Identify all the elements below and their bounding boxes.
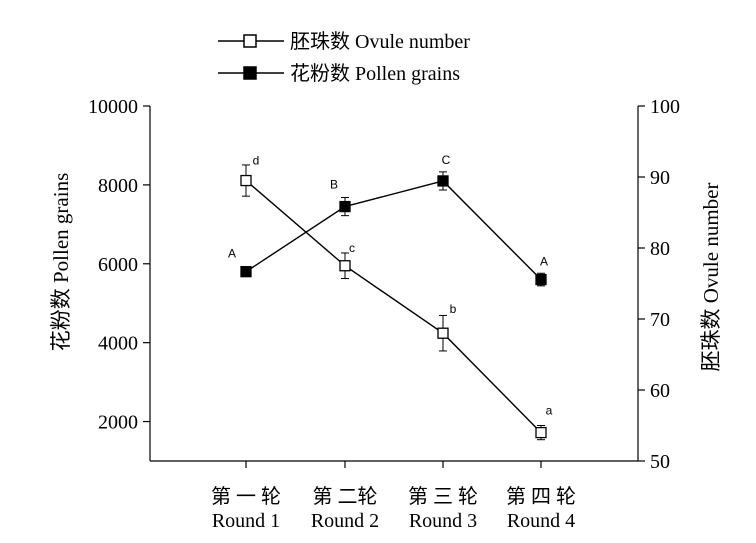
- data-point: [535, 426, 547, 439]
- series-ovule: d c b a: [240, 154, 553, 441]
- left-tick-label: 6000: [98, 254, 138, 276]
- significance-label: B: [330, 178, 338, 192]
- right-tick-label: 70: [650, 309, 670, 331]
- x-tick-label-en: Round 4: [507, 510, 575, 532]
- left-tick-label: 8000: [98, 175, 138, 197]
- legend-marker-filled-square: [243, 66, 257, 80]
- right-axis-ticks: 50 60 70 80 90 100: [638, 96, 680, 473]
- right-tick-label: 90: [650, 167, 670, 189]
- x-tick-label-en: Round 3: [409, 510, 477, 532]
- significance-label: c: [349, 241, 355, 255]
- x-tick-label-cn: 第 二轮: [313, 485, 378, 508]
- data-point: [339, 200, 351, 213]
- series-layer: d c b a A B C A: [228, 153, 553, 441]
- left-axis-title: 花粉数 Pollen grains: [49, 173, 73, 352]
- significance-label: A: [228, 247, 236, 261]
- right-axis-title: 胚珠数 Ovule number: [699, 183, 723, 372]
- data-point: [535, 273, 547, 286]
- significance-label: a: [546, 404, 553, 418]
- legend-entry-pollen: 花粉数 Pollen grains: [218, 62, 460, 85]
- legend: 胚珠数 Ovule number 花粉数 Pollen grains: [218, 30, 470, 85]
- data-point: [240, 174, 252, 187]
- left-tick-label: 4000: [98, 333, 138, 355]
- left-axis-ticks: 2000 4000 6000 8000 10000: [88, 96, 150, 434]
- legend-label-ovule: 胚珠数 Ovule number: [290, 30, 470, 53]
- significance-label: A: [540, 255, 548, 269]
- series-line: [245, 180, 542, 434]
- data-point: [240, 266, 252, 278]
- right-tick-label: 60: [650, 380, 670, 402]
- significance-label: C: [442, 153, 451, 167]
- right-tick-label: 50: [650, 451, 670, 473]
- legend-label-pollen: 花粉数 Pollen grains: [290, 62, 460, 85]
- legend-marker-open-square: [243, 34, 257, 48]
- right-tick-label: 100: [650, 96, 680, 118]
- legend-entry-ovule: 胚珠数 Ovule number: [218, 30, 470, 53]
- x-tick-label-en: Round 1: [212, 510, 280, 532]
- data-point: [339, 260, 351, 272]
- right-tick-label: 80: [650, 238, 670, 260]
- left-tick-label: 2000: [98, 412, 138, 434]
- series-line: [245, 180, 542, 281]
- data-point: [437, 175, 449, 187]
- data-point: [437, 327, 449, 339]
- left-tick-label: 10000: [88, 96, 138, 118]
- x-tick-label-en: Round 2: [311, 510, 379, 532]
- x-tick-label-cn: 第 三 轮: [408, 485, 478, 508]
- x-tick-label-cn: 第 一 轮: [211, 485, 281, 508]
- x-tick-label-cn: 第 四 轮: [506, 485, 576, 508]
- significance-label: b: [450, 302, 457, 316]
- significance-label: d: [253, 154, 260, 168]
- series-pollen: A B C A: [228, 153, 548, 287]
